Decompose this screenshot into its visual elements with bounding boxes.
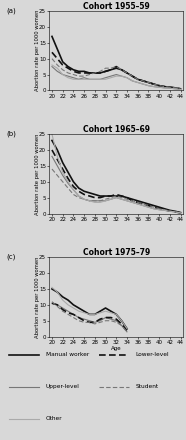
Title: Cohort 1975–79: Cohort 1975–79	[83, 248, 150, 257]
Y-axis label: Abortion rate per 1000 women: Abortion rate per 1000 women	[35, 133, 39, 215]
Text: (c): (c)	[7, 253, 16, 260]
Text: Manual worker: Manual worker	[46, 352, 89, 357]
Text: Lower-level: Lower-level	[136, 352, 169, 357]
Y-axis label: Abortion rate per 1000 women: Abortion rate per 1000 women	[35, 256, 39, 337]
Text: (a): (a)	[7, 7, 16, 14]
Title: Cohort 1965–69: Cohort 1965–69	[83, 125, 150, 134]
Title: Cohort 1955–59: Cohort 1955–59	[83, 2, 150, 11]
Text: (b): (b)	[7, 130, 16, 137]
Text: Other: Other	[46, 416, 62, 421]
Y-axis label: Abortion rate per 1000 women: Abortion rate per 1000 women	[35, 10, 39, 92]
X-axis label: Age: Age	[111, 346, 122, 351]
Text: Upper-level: Upper-level	[46, 384, 79, 389]
Text: Student: Student	[136, 384, 159, 389]
